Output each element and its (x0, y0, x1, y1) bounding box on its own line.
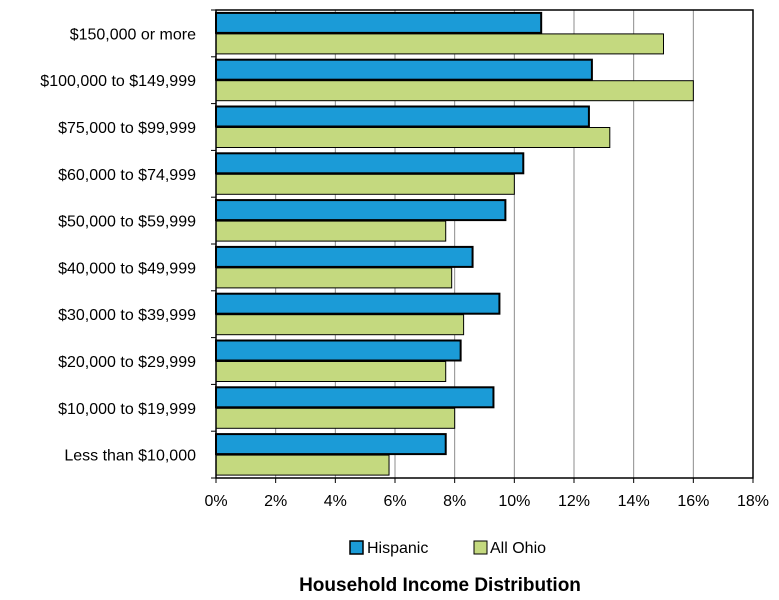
bar-all-ohio (215, 220, 447, 242)
bar-hispanic (215, 58, 593, 81)
bar-hispanic (215, 152, 525, 175)
x-tick-label: 14% (618, 493, 650, 510)
category-label: $50,000 to $59,999 (58, 214, 196, 231)
category-label: $75,000 to $99,999 (58, 120, 196, 137)
bar-all-ohio (215, 361, 447, 382)
category-label: $10,000 to $19,999 (58, 401, 196, 418)
bar-all-ohio (215, 127, 611, 148)
category-label: $40,000 to $49,999 (58, 260, 196, 277)
bar-all-ohio (215, 173, 515, 195)
x-axis-tick-labels: 0% 2% 4% 6% 8% 10% 12% 14% 16% 18% (204, 478, 769, 510)
category-labels: $150,000 or more $100,000 to $149,999 $75,… (40, 9, 216, 479)
category-label: $60,000 to $74,999 (58, 167, 196, 184)
bar-all-ohio (215, 407, 456, 429)
category-label: $20,000 to $29,999 (58, 354, 196, 371)
bar-hispanic (215, 386, 495, 409)
bar-all-ohio (215, 80, 694, 102)
bar-all-ohio (215, 267, 453, 289)
bar-hispanic (215, 105, 590, 128)
bar-hispanic (215, 245, 474, 268)
category-label: $150,000 or more (70, 26, 196, 43)
bar-hispanic (215, 339, 462, 362)
bar-hispanic (215, 199, 507, 222)
x-tick-label: 18% (737, 493, 769, 510)
x-tick-label: 4% (324, 493, 347, 510)
legend-swatch-all-ohio (473, 540, 488, 555)
x-tick-label: 10% (498, 493, 530, 510)
bar-all-ohio (215, 314, 465, 336)
x-tick-label: 0% (204, 493, 227, 510)
bar-hispanic (215, 11, 543, 34)
category-label: $100,000 to $149,999 (40, 73, 196, 90)
x-tick-label: 2% (264, 493, 287, 510)
x-tick-label: 6% (383, 493, 406, 510)
bar-all-ohio (215, 33, 664, 55)
category-label: Less than $10,000 (64, 448, 196, 465)
bar-all-ohio (215, 454, 390, 476)
legend-label-hispanic: Hispanic (367, 540, 428, 557)
x-tick-label: 12% (558, 493, 590, 510)
category-label: $30,000 to $39,999 (58, 307, 196, 324)
legend: Hispanic All Ohio (349, 540, 546, 557)
legend-label-all-ohio: All Ohio (490, 540, 546, 557)
bars (215, 11, 694, 476)
chart-title: Household Income Distribution (299, 575, 581, 596)
bar-hispanic (215, 292, 501, 315)
bar-hispanic (215, 433, 447, 456)
x-tick-label: 8% (443, 493, 466, 510)
legend-swatch-hispanic (349, 540, 364, 555)
x-tick-label: 16% (677, 493, 709, 510)
